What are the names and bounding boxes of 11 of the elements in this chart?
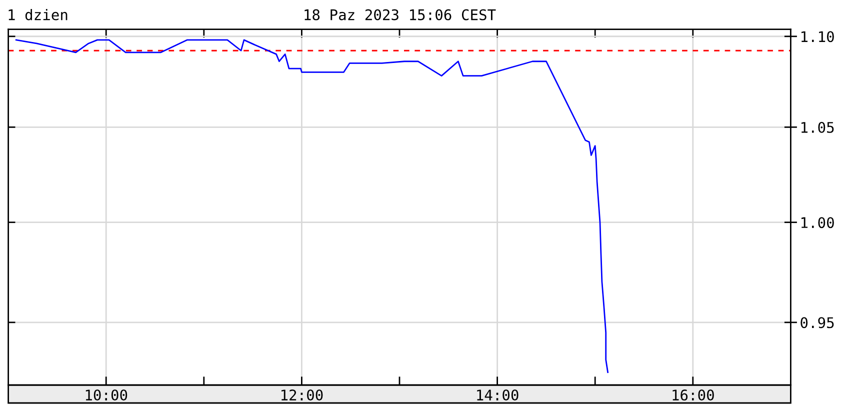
y-tick-label: 1.10 — [801, 31, 834, 42]
x-tick-label: 14:00 — [477, 390, 518, 401]
x-tick-label: 10:00 — [86, 390, 128, 401]
chart-title: 1 dzien — [8, 8, 68, 20]
x-tick-label: 16:00 — [672, 390, 714, 401]
x-tick-label: 12:00 — [282, 390, 323, 401]
chart-subtitle: 18 Paz 2023 15:06 CEST — [304, 9, 496, 20]
y-tick-label: 0.95 — [800, 317, 834, 328]
y-tick-label: 1.05 — [801, 122, 834, 133]
line-series — [15, 39, 609, 374]
y-tick-label: 1.00 — [801, 217, 834, 228]
